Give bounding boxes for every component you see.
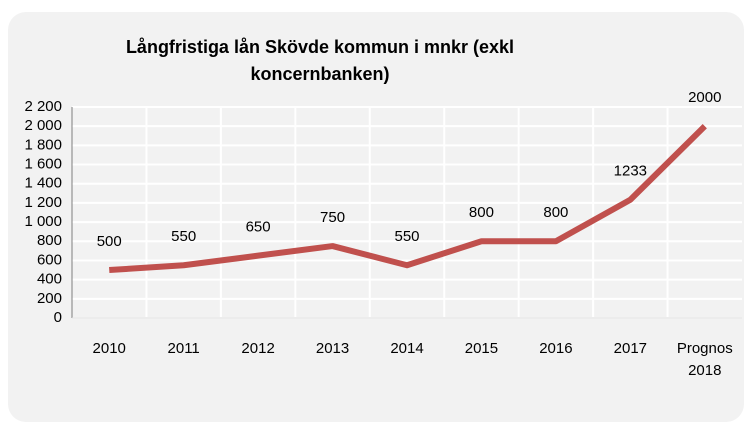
data-label: 500 <box>97 233 122 250</box>
data-label: 550 <box>394 228 419 245</box>
x-tick-label: 2014 <box>390 340 424 357</box>
data-label: 800 <box>543 204 568 221</box>
y-tick-label: 800 <box>37 232 62 249</box>
y-tick-label: 1 400 <box>24 175 62 192</box>
y-tick-label: 400 <box>37 271 62 288</box>
y-tick-label: 1 200 <box>24 194 62 211</box>
x-tick-label: 2012 <box>241 340 275 357</box>
y-tick-label: 0 <box>54 309 62 326</box>
y-tick-label: 2 000 <box>24 117 62 134</box>
data-label: 2000 <box>688 89 721 106</box>
x-tick-label: 2017 <box>613 340 648 357</box>
y-tick-label: 1 800 <box>24 136 62 153</box>
x-tick-label: Prognos 2018 <box>676 340 733 379</box>
x-tick-label: 2015 <box>464 340 499 357</box>
data-label: 800 <box>469 204 494 221</box>
y-tick-label: 1 000 <box>24 213 62 230</box>
data-label: 750 <box>320 209 345 226</box>
chart-background <box>8 12 744 422</box>
y-tick-label: 2 200 <box>24 98 62 115</box>
x-tick-label: 2016 <box>539 340 573 357</box>
x-tick-label: 2010 <box>92 340 126 357</box>
y-tick-label: 200 <box>37 290 62 307</box>
data-label: 1233 <box>614 163 647 180</box>
data-label: 650 <box>246 219 271 236</box>
y-tick-label: 1 600 <box>24 156 62 173</box>
data-label: 550 <box>171 228 196 245</box>
y-tick-label: 600 <box>37 251 62 268</box>
line <box>109 124 707 274</box>
chart-title: Långfristiga lån Skövde kommun i mnkr (e… <box>125 37 515 84</box>
x-tick-label: 2013 <box>315 340 350 357</box>
x-tick-label: 2011 <box>167 340 200 357</box>
